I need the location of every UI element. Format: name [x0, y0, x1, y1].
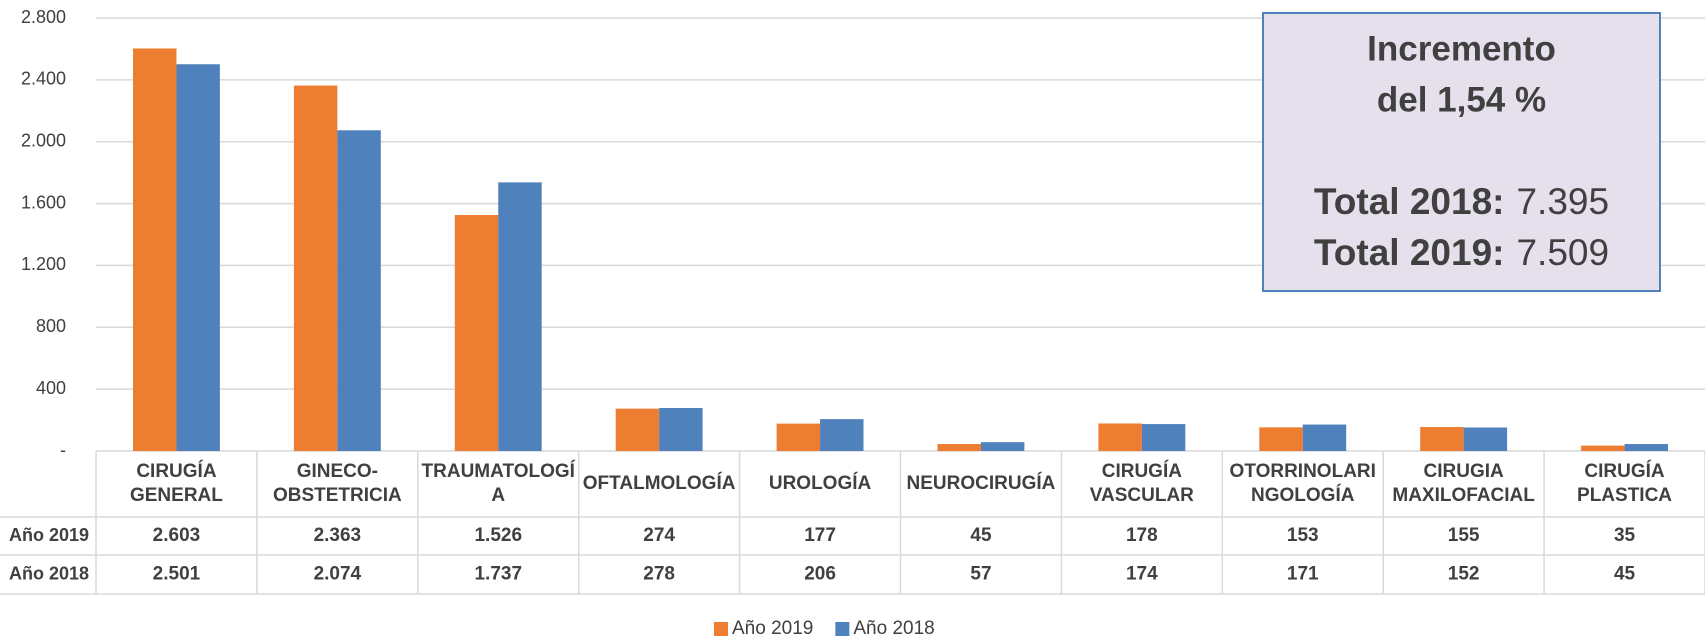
x-tick-label-box: CIRUGÍA GENERAL — [129, 461, 223, 506]
table-value: 171 — [1287, 564, 1319, 585]
x-tick-label: CIRUGÍA PLASTICA — [1577, 461, 1673, 506]
y-tick-label: 2.400 — [21, 69, 66, 89]
table-row-header: Año 2018 — [9, 563, 89, 583]
annotation-total-label: Total 2019: — [1314, 232, 1505, 273]
x-tick-label-box: OFTALMOLOGÍA — [582, 473, 736, 495]
bar — [820, 419, 864, 451]
table-value: 45 — [1614, 564, 1636, 585]
bar — [1259, 427, 1303, 451]
table-value: 177 — [804, 525, 836, 546]
table-value: 1.526 — [474, 525, 522, 546]
bar — [1581, 445, 1625, 451]
table-value: 35 — [1614, 525, 1636, 546]
y-tick-label: 1.200 — [21, 254, 66, 274]
table-value: 206 — [804, 564, 836, 585]
table-value: 153 — [1287, 525, 1319, 546]
x-tick-label-box: TRAUMATOLOGÍA — [421, 461, 575, 506]
bar — [1624, 444, 1668, 451]
bar — [1463, 427, 1508, 451]
x-tick-label-box: CIRUGÍA VASCULAR — [1089, 461, 1194, 506]
table-value: 178 — [1126, 525, 1158, 546]
legend-label: Año 2019 — [732, 618, 813, 638]
table-value: 2.363 — [314, 525, 362, 546]
bar — [615, 408, 660, 451]
annotation-title: Incremento — [1367, 29, 1556, 68]
annotation-total-value: 7.509 — [1516, 232, 1609, 273]
x-tick-label-box: OTORRINOLARINGOLOGÍA — [1229, 461, 1376, 506]
y-tick-label: 400 — [36, 378, 66, 398]
x-tick-label: CIRUGÍA GENERAL — [129, 461, 223, 506]
table-value: 2.074 — [314, 564, 362, 585]
x-tick-label: CIRUGÍA VASCULAR — [1089, 461, 1194, 506]
bar — [980, 442, 1025, 451]
y-tick-label: - — [60, 440, 66, 460]
bar — [337, 130, 381, 451]
x-tick-label: OFTALMOLOGÍA — [582, 473, 736, 495]
table-value: 155 — [1448, 525, 1480, 546]
x-tick-label: UROLOGÍA — [768, 473, 872, 495]
legend-label: Año 2018 — [853, 618, 934, 638]
legend-swatch — [835, 622, 850, 636]
table-value: 274 — [643, 525, 675, 546]
x-tick-label: TRAUMATOLOGÍA — [421, 461, 575, 506]
table-row-header: Año 2019 — [9, 525, 89, 545]
bar — [1302, 424, 1347, 451]
bar — [293, 85, 338, 452]
table-value: 2.501 — [153, 564, 201, 585]
table-value: 2.603 — [153, 525, 201, 546]
x-tick-label-box: CIRUGIA MAXILOFACIAL — [1392, 461, 1535, 506]
bar — [776, 423, 821, 451]
bar — [1141, 424, 1186, 451]
bar — [1098, 423, 1142, 451]
table-value: 152 — [1448, 564, 1480, 585]
x-tick-label: GINECO-OBSTETRICIA — [272, 461, 402, 506]
annotation-total-value: 7.395 — [1516, 181, 1609, 222]
table-value: 278 — [643, 564, 675, 585]
y-tick-label: 1.600 — [21, 192, 66, 212]
table-value: 174 — [1126, 564, 1158, 585]
bar — [498, 182, 542, 451]
bar — [176, 64, 220, 451]
bar — [1420, 427, 1464, 451]
table-value: 45 — [970, 525, 992, 546]
y-tick-label: 800 — [36, 316, 66, 336]
bar — [133, 48, 177, 452]
x-tick-label-box: CIRUGÍA PLASTICA — [1577, 461, 1673, 506]
y-tick-label: 2.000 — [21, 130, 66, 150]
annotation-total-label: Total 2018: — [1314, 181, 1505, 222]
table-value: 57 — [970, 564, 991, 585]
annotation-box — [1262, 12, 1661, 292]
y-tick-label: 2.800 — [21, 7, 66, 27]
x-tick-label: OTORRINOLARINGOLOGÍA — [1229, 461, 1376, 506]
x-tick-label-box: GINECO-OBSTETRICIA — [272, 461, 402, 506]
bar — [937, 444, 981, 451]
legend-swatch — [714, 622, 728, 636]
bar — [659, 408, 703, 451]
bar — [454, 215, 499, 451]
annotation-title: del 1,54 % — [1377, 80, 1546, 119]
table-value: 1.737 — [474, 564, 522, 585]
x-tick-label: NEUROCIRUGÍA — [906, 473, 1056, 495]
x-tick-label: CIRUGIA MAXILOFACIAL — [1392, 461, 1535, 506]
x-tick-label-box: NEUROCIRUGÍA — [906, 473, 1056, 495]
x-tick-label-box: UROLOGÍA — [768, 473, 872, 495]
